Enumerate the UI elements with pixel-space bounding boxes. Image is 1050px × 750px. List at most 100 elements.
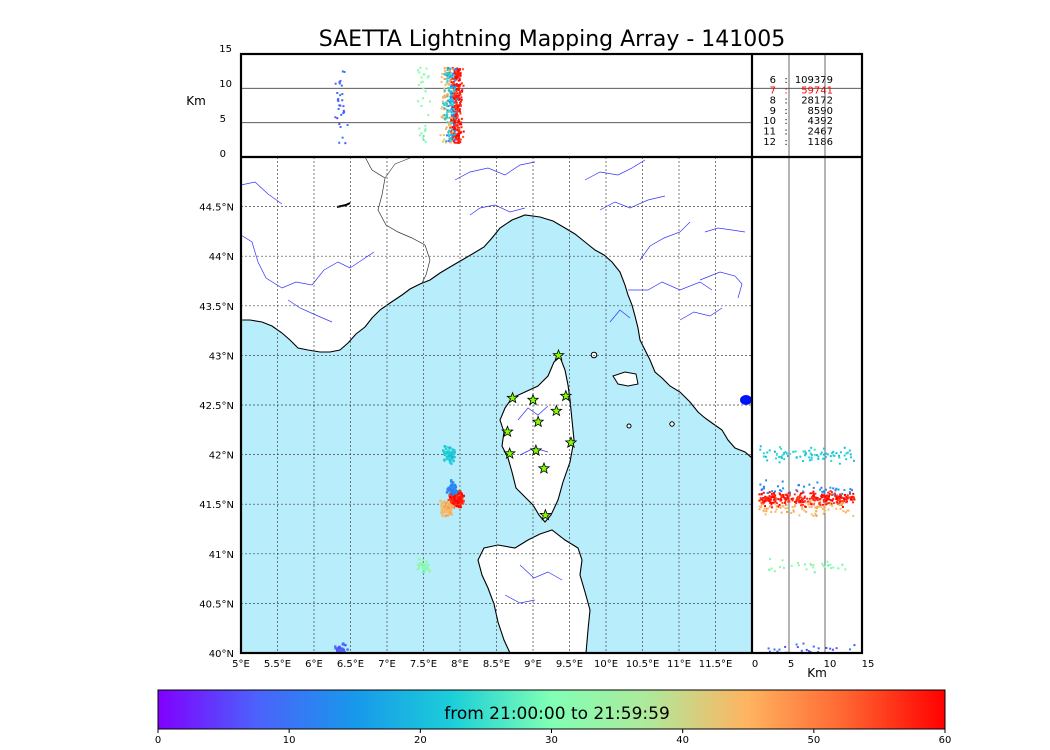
lightning-source-top — [446, 66, 449, 69]
lightning-source-top — [346, 124, 349, 127]
lightning-source-side — [761, 497, 764, 500]
lightning-source-top — [341, 93, 344, 96]
lightning-source-side — [808, 483, 811, 486]
lightning-source-side — [824, 455, 827, 458]
lightning-source — [440, 505, 444, 509]
lightning-source-side — [774, 501, 777, 504]
country-border — [364, 157, 431, 284]
stat-sep: : — [784, 127, 787, 138]
lightning-source-side — [814, 512, 817, 515]
lightning-source-top — [440, 116, 443, 119]
stat-count: 109379 — [795, 75, 833, 86]
lightning-source-side — [789, 452, 792, 455]
lightning-source-top — [450, 97, 453, 100]
lightning-source — [448, 492, 452, 496]
lightning-source-top — [452, 107, 455, 110]
lightning-source — [451, 485, 454, 488]
lightning-source-side — [796, 562, 799, 565]
lightning-source-side — [838, 496, 841, 499]
lightning-source-side — [829, 503, 832, 506]
lightning-source-side — [848, 491, 851, 494]
lightning-source-top — [442, 102, 445, 105]
lightning-source-side — [773, 648, 776, 651]
lightning-source-side — [788, 492, 791, 495]
lon-tick-label: 6.5°E — [337, 659, 364, 670]
lightning-source-top — [453, 120, 456, 123]
lightning-source-side — [853, 644, 856, 647]
lightning-source-side — [822, 564, 825, 567]
lightning-source-top — [441, 72, 444, 75]
lightning-source-top — [447, 89, 450, 92]
lightning-source-side — [811, 494, 814, 497]
lightning-source — [344, 643, 347, 647]
lightning-source-top — [451, 77, 454, 80]
lightning-source-side — [769, 558, 772, 561]
lightning-source-side — [839, 494, 842, 497]
lightning-source-top — [456, 124, 459, 127]
lightning-source-top — [454, 116, 457, 119]
lightning-source-side — [849, 492, 852, 495]
lightning-source-side — [843, 497, 846, 500]
lightning-source-side — [762, 455, 765, 458]
lightning-source-top — [448, 122, 451, 125]
lightning-source-side — [779, 566, 782, 569]
lightning-source-side — [787, 494, 790, 497]
lightning-source-side — [828, 493, 831, 496]
lightning-source-side — [795, 456, 798, 459]
lightning-source-side — [815, 510, 818, 513]
colorbar-tick-label: 60 — [939, 735, 952, 746]
lightning-source-side — [825, 503, 828, 506]
lightning-source-side — [799, 455, 802, 458]
lightning-source-top — [343, 70, 346, 73]
lightning-source-side — [835, 647, 838, 650]
lightning-source — [462, 499, 465, 503]
altitude-lat-panel: 0 5 10 15 Km — [752, 54, 874, 680]
lightning-source-side — [810, 563, 813, 566]
lightning-source-side — [766, 507, 769, 510]
lightning-source — [453, 497, 456, 501]
lightning-source-side — [845, 498, 848, 501]
lightning-source-side — [802, 490, 805, 493]
lightning-source-top — [452, 94, 455, 97]
lightning-source-top — [451, 126, 454, 129]
lightning-source-top — [458, 91, 461, 94]
lightning-source-side — [758, 499, 761, 502]
lightning-source — [455, 504, 458, 508]
lightning-source-top — [451, 121, 454, 124]
lightning-source — [460, 492, 463, 496]
lightning-source-top — [462, 130, 465, 133]
lightning-source-side — [822, 499, 825, 502]
lightning-source-top — [450, 72, 453, 75]
lightning-source-side — [788, 491, 791, 494]
lightning-source-top — [453, 110, 456, 113]
lon-tick-label: 5.5°E — [264, 659, 291, 670]
lightning-source-top — [452, 81, 455, 84]
lightning-source-top — [453, 101, 456, 104]
lightning-source-top — [450, 86, 453, 89]
lightning-source-side — [819, 488, 822, 491]
lightning-source-top — [450, 81, 453, 84]
lightning-source-side — [823, 511, 826, 514]
lightning-source-top — [450, 84, 453, 87]
lightning-source-side — [843, 493, 846, 496]
lightning-source-top — [338, 82, 341, 85]
lightning-source-side — [829, 486, 832, 489]
map-lightning-points — [334, 445, 465, 653]
lightning-source-side — [767, 647, 770, 650]
lightning-source-side — [846, 494, 849, 497]
lightning-source-top — [442, 115, 445, 118]
lightning-source-side — [819, 498, 822, 501]
lightning-source — [449, 459, 452, 462]
stat-count: 59741 — [801, 85, 833, 96]
lightning-source-top — [450, 90, 453, 93]
lightning-source-side — [781, 494, 784, 497]
lightning-source-top — [447, 75, 450, 78]
lon-tick-labels: 5°E 5.5°E 6°E 6.5°E 7°E 7.5°E 8°E 8.5°E 9°E 9.5°E… — [232, 659, 732, 670]
lightning-source-side — [781, 559, 784, 562]
side-panel-points — [758, 445, 856, 653]
lightning-source-side — [799, 494, 802, 497]
lightning-source-top — [427, 75, 430, 78]
lightning-source-top — [446, 134, 449, 137]
lightning-source-top — [424, 90, 427, 93]
lightning-source-top — [418, 134, 421, 137]
